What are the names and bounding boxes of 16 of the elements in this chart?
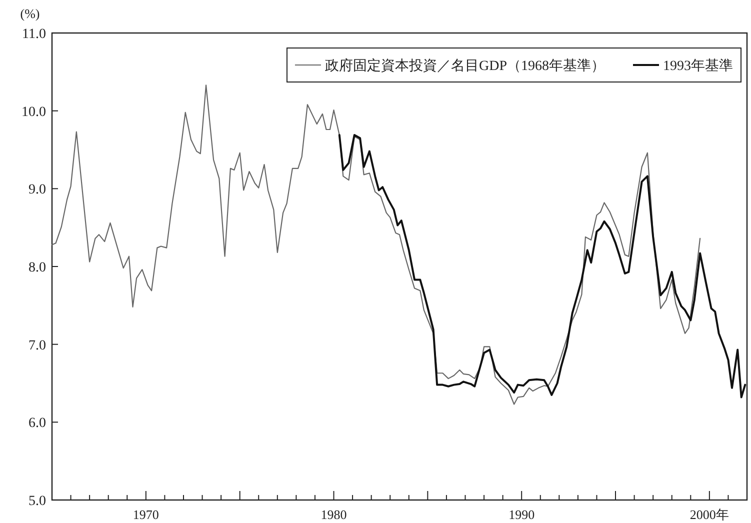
y-tick-label: 9.0 <box>28 182 46 198</box>
y-tick-label: 10.0 <box>22 104 46 120</box>
line-series <box>51 84 701 405</box>
x-tick-label: 2000年 <box>690 507 729 522</box>
legend-label: 1993年基準 <box>663 58 733 74</box>
line-series <box>338 134 746 398</box>
y-tick-label: 6.0 <box>28 416 46 432</box>
y-axis-title: (%) <box>20 6 40 21</box>
x-tick-label: 1980 <box>320 507 347 522</box>
y-tick-label: 8.0 <box>28 260 46 276</box>
y-tick-label: 5.0 <box>28 494 46 509</box>
x-tick-label: 1990 <box>508 507 535 522</box>
x-tick-label: 1970 <box>132 507 159 522</box>
legend-label: 政府固定資本投資／名目GDP（1968年基準） <box>324 58 605 74</box>
y-tick-label: 7.0 <box>28 338 46 354</box>
y-tick-label: 11.0 <box>22 27 46 42</box>
